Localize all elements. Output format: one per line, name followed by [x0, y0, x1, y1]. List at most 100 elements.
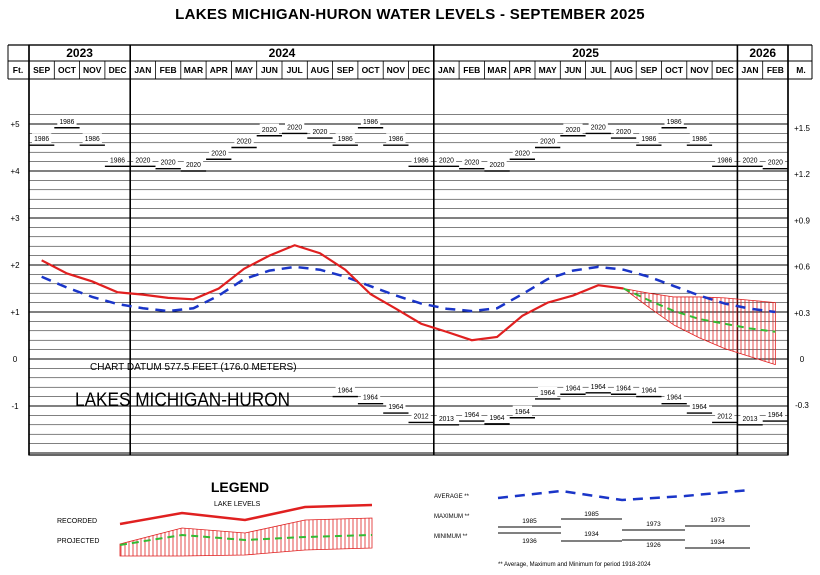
minimum-year-label: 1964: [388, 404, 403, 411]
legend-minimum-year: 1934: [710, 539, 725, 546]
maximum-label-bg: [639, 133, 659, 144]
maximum-year-label: 2020: [591, 124, 606, 131]
maximum-label-bg: [310, 126, 330, 137]
legend-recorded-line: [119, 503, 373, 526]
maximum-year-label: 2020: [540, 139, 555, 146]
maximum-label-bg: [538, 135, 558, 146]
year-label: 2024: [269, 46, 296, 60]
maximum-year-label: 2020: [768, 160, 783, 167]
recorded-level-line: [41, 244, 624, 342]
maximum-label-bg: [183, 159, 204, 169]
month-label: JUN: [261, 65, 278, 75]
minimum-year-label: 1964: [591, 384, 606, 391]
legend-average-label: AVERAGE **: [434, 494, 470, 500]
year-label: 2025: [572, 46, 599, 60]
maximum-label-bg: [512, 147, 532, 158]
minimum-label-bg: [487, 411, 507, 422]
maximum-year-label: 1986: [414, 157, 429, 164]
legend-minimum-year: 1934: [584, 531, 599, 538]
minimum-year-label: 1964: [464, 412, 479, 419]
minimum-label-bg: [512, 405, 532, 416]
maximum-label-bg: [335, 133, 355, 144]
maximum-label-bg: [462, 156, 482, 167]
maximum-year-label: 2020: [464, 160, 479, 167]
maximum-label-bg: [133, 154, 153, 165]
minimum-year-label: 2012: [717, 413, 732, 420]
minimum-label-bg: [715, 410, 735, 421]
maximum-year-label: 1986: [641, 136, 656, 143]
maximum-year-label: 2020: [616, 129, 631, 136]
legend-maximum-year: 1973: [646, 521, 661, 528]
right-tick-label: -0.3: [795, 401, 809, 410]
maximum-year-label: 1986: [692, 136, 707, 143]
maximum-label-bg: [588, 121, 608, 132]
minimum-label-bg: [335, 384, 355, 395]
minimum-label-bg: [411, 410, 431, 421]
maximum-label-bg: [411, 154, 431, 165]
minimum-label-bg: [563, 382, 583, 393]
right-tick-label: 0: [800, 355, 805, 364]
maximum-year-label: 2020: [490, 162, 505, 169]
minimum-year-label: 1964: [338, 388, 353, 395]
maximum-year-label: 1986: [338, 136, 353, 143]
left-tick-label: 0: [13, 355, 18, 364]
maximum-label-bg: [664, 115, 684, 126]
maximum-label-bg: [487, 159, 507, 169]
minimum-label-bg: [386, 401, 406, 412]
minimum-label-bg: [765, 409, 785, 420]
month-label: MAY: [235, 65, 253, 75]
left-tick-label: +2: [10, 261, 20, 270]
minimum-label-bg: [613, 382, 634, 393]
minimum-label-bg: [588, 380, 608, 391]
month-label: JUL: [590, 65, 606, 75]
legend-projected-label: PROJECTED: [57, 538, 99, 545]
minimum-label-bg: [436, 412, 457, 423]
month-label: OCT: [665, 65, 684, 75]
month-label: OCT: [58, 65, 77, 75]
month-label: FEB: [463, 65, 480, 75]
projected-level-line: [623, 287, 776, 333]
year-label: 2026: [749, 46, 776, 60]
minimum-label-bg: [538, 386, 558, 397]
minimum-year-label: 1964: [540, 390, 555, 397]
maximum-year-label: 2020: [515, 150, 530, 157]
maximum-year-label: 1986: [363, 119, 378, 126]
month-label: NOV: [83, 65, 102, 75]
lake-name-label: LAKES MICHIGAN-HURON: [75, 390, 290, 411]
month-label: APR: [210, 65, 228, 75]
month-label: SEP: [33, 65, 50, 75]
left-tick-label: +3: [10, 214, 20, 223]
right-tick-label: +0.3: [794, 309, 810, 318]
left-tick-label: +5: [10, 120, 20, 129]
legend-footnote: ** Average, Maximum and Minimum for peri…: [498, 562, 651, 568]
maximum-year-label: 2020: [211, 150, 226, 157]
right-tick-label: +0.9: [794, 216, 810, 225]
legend-recorded-label: RECORDED: [57, 518, 97, 525]
maximum-year-label: 2020: [161, 160, 176, 167]
left-unit-label: Ft.: [13, 65, 23, 75]
minimum-year-label: 1964: [641, 388, 656, 395]
maximum-label-bg: [259, 123, 279, 134]
maximum-year-label: 1986: [667, 119, 682, 126]
maximum-label-bg: [689, 133, 710, 144]
minimum-year-label: 1964: [667, 395, 682, 402]
maximum-label-bg: [234, 135, 254, 146]
maximum-year-label: 1986: [388, 136, 403, 143]
maximum-year-label: 2020: [287, 124, 302, 131]
maximum-label-bg: [82, 133, 102, 144]
average-level-line: [41, 265, 776, 314]
maximum-year-label: 2020: [565, 127, 580, 134]
month-label: JUL: [287, 65, 303, 75]
maximum-year-label: 1986: [717, 157, 732, 164]
right-tick-label: +0.6: [794, 262, 810, 271]
maximum-year-label: 2020: [186, 162, 201, 169]
month-label: AUG: [311, 65, 330, 75]
month-label: MAY: [539, 65, 557, 75]
maximum-label-bg: [715, 154, 735, 165]
maximum-label-bg: [436, 154, 457, 165]
maximum-label-bg: [285, 121, 305, 132]
datum-note: CHART DATUM 577.5 FEET (176.0 METERS): [90, 362, 297, 373]
maximum-year-label: 1986: [59, 119, 74, 126]
month-label: NOV: [387, 65, 406, 75]
minimum-label-bg: [689, 401, 710, 412]
